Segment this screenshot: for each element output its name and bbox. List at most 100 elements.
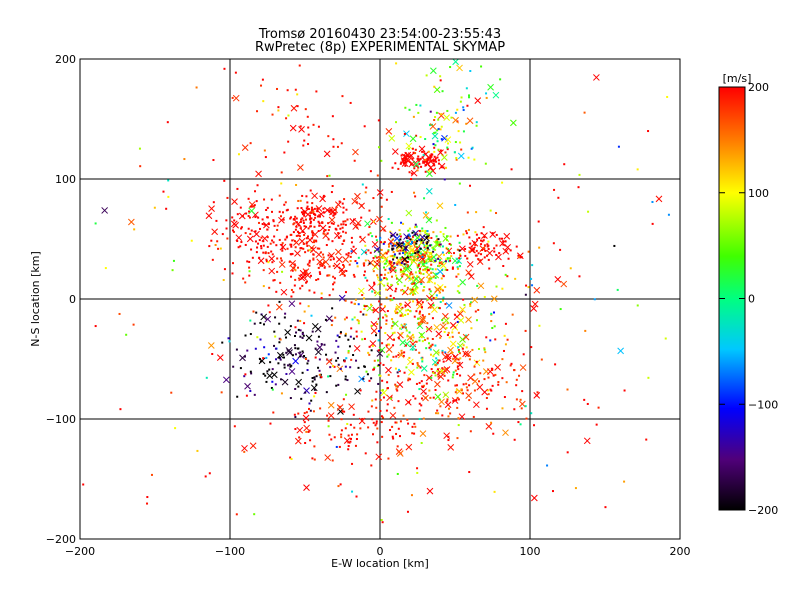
- data-point: [418, 267, 421, 270]
- data-point: [327, 135, 330, 138]
- data-point: [399, 271, 402, 274]
- data-point: [272, 411, 275, 414]
- data-point-x: [352, 223, 360, 230]
- data-point: [344, 223, 347, 226]
- data-point: [257, 216, 260, 219]
- data-point: [477, 252, 480, 255]
- data-point-x: [420, 365, 428, 372]
- data-point: [195, 86, 198, 89]
- data-point: [329, 366, 332, 369]
- data-point: [289, 397, 292, 400]
- data-point: [362, 377, 365, 380]
- data-point: [368, 209, 371, 212]
- data-point: [321, 264, 324, 267]
- data-point: [316, 247, 319, 250]
- data-point: [434, 116, 437, 119]
- data-point: [340, 418, 343, 421]
- data-point: [422, 273, 425, 276]
- data-point: [427, 258, 430, 261]
- data-point: [267, 353, 270, 356]
- data-point: [190, 239, 193, 242]
- data-point: [416, 467, 419, 470]
- data-point: [291, 354, 294, 357]
- data-point: [430, 252, 433, 255]
- data-point: [379, 241, 382, 244]
- data-point: [354, 298, 357, 301]
- data-point: [421, 260, 424, 263]
- data-point: [409, 309, 412, 312]
- data-point: [408, 243, 411, 246]
- data-point-x: [455, 257, 463, 265]
- data-point: [537, 220, 540, 223]
- data-point-x: [465, 269, 472, 276]
- data-point: [355, 438, 358, 441]
- data-point: [577, 186, 580, 189]
- data-point: [396, 472, 399, 475]
- data-point-x: [419, 233, 426, 241]
- data-point: [312, 257, 315, 260]
- data-point: [294, 228, 297, 231]
- data-point: [305, 195, 308, 198]
- data-point: [481, 240, 484, 243]
- data-point: [398, 252, 401, 255]
- data-point: [352, 245, 355, 248]
- data-point: [332, 214, 335, 217]
- data-point: [323, 233, 326, 236]
- data-point: [350, 437, 353, 440]
- data-point: [449, 235, 452, 238]
- data-point: [412, 336, 415, 339]
- data-point-x: [354, 219, 362, 227]
- data-point: [425, 382, 428, 385]
- data-point: [331, 459, 334, 462]
- data-point: [322, 194, 325, 197]
- data-point: [435, 296, 438, 299]
- data-point: [255, 311, 258, 314]
- data-point: [435, 219, 438, 222]
- data-point: [423, 251, 426, 254]
- data-point: [357, 303, 360, 306]
- data-point: [311, 234, 314, 237]
- data-point: [150, 473, 153, 476]
- data-point: [357, 256, 360, 259]
- data-point: [283, 356, 286, 359]
- data-point: [285, 209, 288, 212]
- data-point: [381, 389, 384, 392]
- data-point: [235, 513, 238, 516]
- data-point: [248, 274, 251, 277]
- data-point: [476, 284, 479, 287]
- data-point: [385, 319, 388, 322]
- data-point: [426, 268, 429, 271]
- data-point: [264, 251, 267, 254]
- data-point: [397, 368, 400, 371]
- data-point: [490, 320, 493, 323]
- data-point: [278, 210, 281, 213]
- data-point: [428, 281, 431, 284]
- data-point: [146, 496, 149, 499]
- data-point: [446, 400, 449, 403]
- data-point-x: [343, 437, 351, 445]
- data-point: [383, 241, 386, 244]
- data-point: [439, 301, 442, 304]
- data-point: [306, 263, 309, 266]
- data-point: [283, 366, 286, 369]
- data-point: [470, 327, 473, 330]
- data-point-x: [422, 150, 430, 158]
- data-point: [457, 273, 460, 276]
- data-point: [461, 392, 464, 395]
- data-point: [304, 441, 307, 444]
- data-point: [390, 221, 393, 224]
- data-point: [407, 236, 410, 239]
- data-point: [412, 395, 415, 398]
- data-point: [406, 155, 409, 158]
- data-point: [427, 234, 430, 237]
- data-point: [347, 254, 350, 257]
- data-point: [411, 362, 414, 365]
- data-point-x: [296, 426, 304, 434]
- data-point: [281, 249, 284, 252]
- data-point: [347, 252, 350, 255]
- data-point: [410, 163, 413, 166]
- data-point: [426, 240, 429, 243]
- data-point-x: [327, 401, 335, 409]
- data-point: [390, 262, 393, 265]
- data-point: [342, 206, 345, 209]
